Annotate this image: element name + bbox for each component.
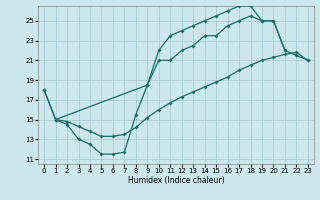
X-axis label: Humidex (Indice chaleur): Humidex (Indice chaleur): [128, 176, 224, 185]
